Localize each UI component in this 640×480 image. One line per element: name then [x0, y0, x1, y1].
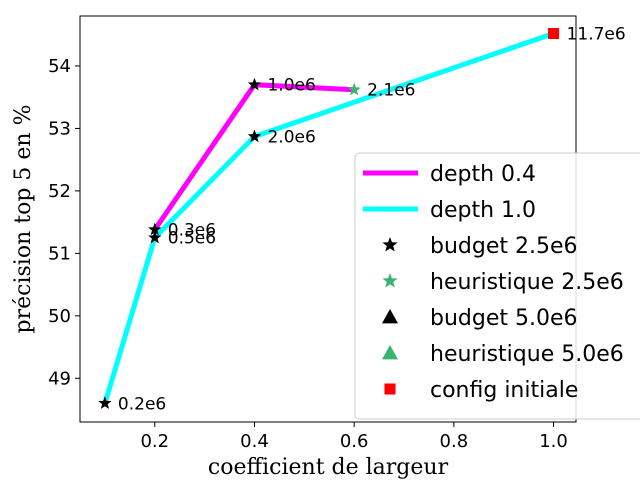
- y-tick-label: 51: [48, 243, 71, 264]
- legend-label: heuristique 5.0e6: [430, 342, 624, 367]
- point-label: 1.0e6: [267, 76, 315, 96]
- data-point: [548, 27, 560, 40]
- y-tick-label: 52: [48, 181, 71, 202]
- y-tick-label: 50: [48, 306, 71, 327]
- x-tick-label: 0.6: [340, 431, 369, 452]
- legend-label: depth 1.0: [430, 198, 536, 223]
- data-point: [148, 230, 162, 244]
- y-axis: 49 50 51 52 53 54: [48, 56, 80, 389]
- data-point: [347, 82, 361, 96]
- x-axis-title: coefficient de largeur: [208, 455, 449, 480]
- y-tick-label: 53: [48, 118, 71, 139]
- x-tick-label: 0.8: [440, 431, 469, 452]
- data-point: [98, 396, 112, 409]
- point-label: 2.1e6: [367, 81, 415, 101]
- point-label: 11.7e6: [567, 24, 626, 44]
- data-point: [247, 77, 262, 91]
- y-tick-label: 54: [48, 56, 71, 77]
- marker-layer: [98, 27, 560, 409]
- data-point: [247, 129, 262, 143]
- x-tick-label: 0.2: [140, 431, 169, 452]
- series-line: [102, 31, 555, 404]
- legend-swatch: [382, 237, 398, 252]
- data-point: [148, 222, 162, 236]
- legend-swatch: [382, 309, 398, 324]
- legend-box: [354, 152, 640, 420]
- legend-label: budget 2.5e6: [430, 234, 578, 259]
- point-label: 2.0e6: [267, 128, 315, 148]
- legend-label: heuristique 2.5e6: [430, 270, 624, 295]
- y-axis-title: précision top 5 en %: [11, 105, 36, 334]
- legend-swatch: [384, 383, 396, 395]
- y-tick-label: 49: [48, 368, 71, 389]
- x-axis: 0.2 0.4 0.6 0.8 1.0: [140, 422, 568, 452]
- x-tick-label: 1.0: [539, 431, 568, 452]
- point-label: 0.2e6: [118, 394, 166, 414]
- point-label: 0.3e6: [168, 221, 216, 241]
- legend-swatch: [382, 273, 398, 288]
- legend: depth 0.4 depth 1.0 budget 2.5e6 heuristiqu…: [354, 152, 640, 420]
- legend-label: budget 5.0e6: [430, 306, 578, 331]
- legend-label: depth 0.4: [430, 162, 536, 187]
- legend-swatch: [382, 345, 398, 360]
- point-label: 0.5e6: [168, 229, 216, 249]
- legend-label: config initiale: [430, 378, 578, 403]
- x-tick-label: 0.4: [240, 431, 269, 452]
